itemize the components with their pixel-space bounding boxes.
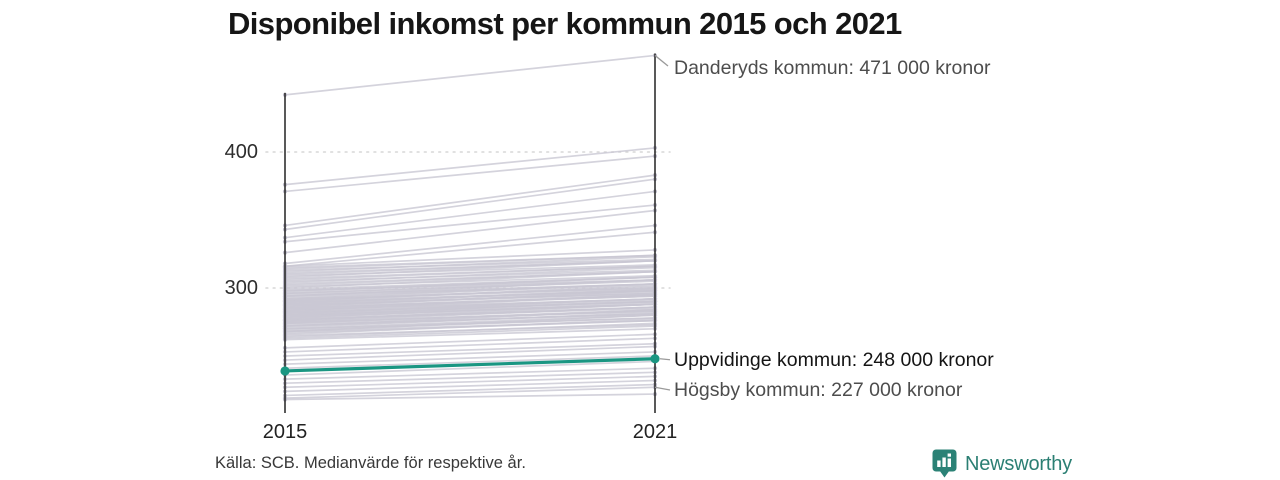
slope-line (284, 287, 656, 300)
slope-line (284, 360, 656, 376)
slope-line (284, 367, 656, 380)
slope-line (284, 355, 656, 370)
slope-line (284, 258, 656, 272)
slope-line (284, 224, 656, 265)
newsworthy-logo-icon (932, 449, 957, 479)
slope-line (284, 327, 656, 341)
highlight-dot-2021 (650, 354, 660, 364)
highlight-line (284, 357, 656, 373)
slope-line (284, 333, 656, 349)
slope-line (284, 259, 656, 274)
y-axis-tick-400: 400 (224, 141, 258, 163)
brand-lockup: Newsworthy (932, 449, 1072, 479)
slope-line (284, 342, 656, 357)
slope-line (284, 265, 656, 280)
slope-line (284, 393, 656, 401)
slope-line (284, 289, 656, 303)
slope-line (284, 371, 656, 385)
slope-line (284, 379, 656, 393)
slope-line (284, 375, 656, 389)
x-axis-tick-2015: 2015 (262, 421, 308, 443)
slope-line (284, 204, 656, 243)
slope-line (284, 54, 656, 96)
slope-line (284, 264, 656, 277)
brand-name: Newsworthy (965, 452, 1072, 475)
slope-line (284, 292, 656, 306)
slope-line (284, 174, 656, 227)
slope-line (284, 178, 656, 231)
slope-line (284, 190, 656, 239)
slope-line (284, 319, 656, 333)
slope-line (284, 269, 656, 283)
chart-title: Disponibel inkomst per kommun 2015 och 2… (228, 6, 902, 41)
slope-line (284, 307, 656, 321)
slope-line (284, 249, 656, 268)
annotation-danderyd: Danderyds kommun: 471 000 kronor (674, 57, 991, 79)
highlight-dot-2015 (280, 366, 290, 376)
slope-line (284, 323, 656, 337)
slope-line (284, 254, 656, 269)
slope-line (284, 274, 656, 288)
slope-line (284, 147, 656, 186)
source-note: Källa: SCB. Medianvärde för respektive å… (215, 454, 526, 472)
slope-line (284, 270, 656, 285)
connector-hogsby (654, 386, 671, 391)
connector-danderyd (654, 54, 669, 67)
slope-line (284, 310, 656, 323)
x-axis-tick-2021: 2021 (632, 421, 678, 443)
slope-line (284, 383, 656, 397)
slope-line (284, 276, 656, 291)
annotation-hogsby: Högsby kommun: 227 000 kronor (674, 379, 963, 401)
y-axis-tick-300: 300 (224, 277, 258, 299)
slope-line (284, 386, 656, 400)
annotation-uppvidinge: Uppvidinge kommun: 248 000 kronor (674, 349, 994, 371)
slope-line (284, 312, 656, 326)
slope-line (284, 325, 656, 340)
slope-line (284, 283, 656, 296)
slope-line (284, 345, 656, 361)
connector-uppvidinge (659, 358, 671, 361)
slope-line (284, 155, 656, 193)
slope-line (284, 231, 656, 268)
slope-line (284, 337, 656, 353)
slope-line (284, 280, 656, 295)
slope-line (284, 295, 656, 308)
slope-line (284, 209, 656, 254)
slope-line (284, 351, 656, 366)
slope-line (284, 317, 656, 330)
